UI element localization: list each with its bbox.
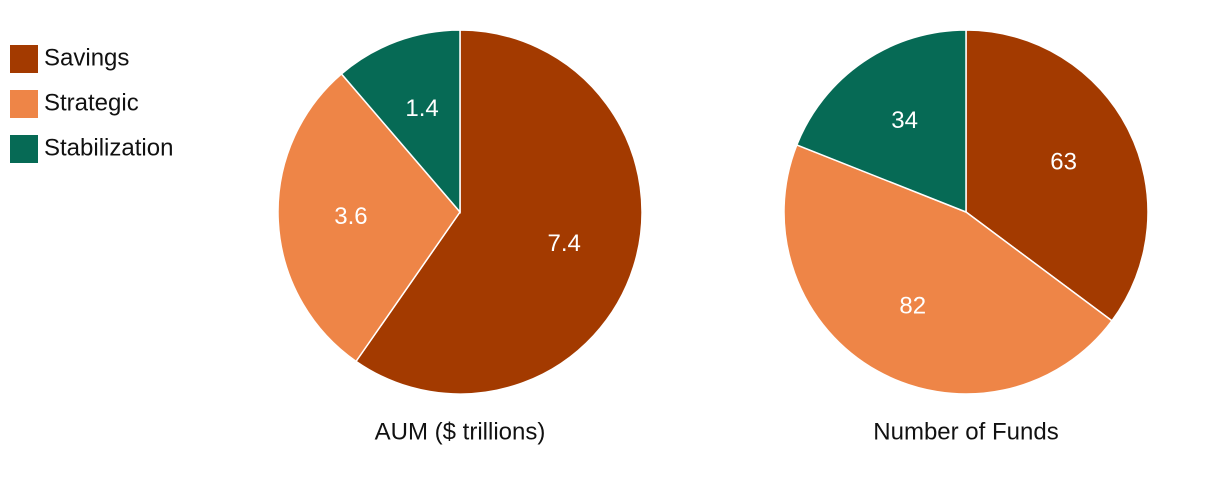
chart-title: Number of Funds: [873, 418, 1058, 445]
data-label: 82: [899, 293, 926, 320]
legend-label: Savings: [44, 44, 129, 71]
data-label: 3.6: [334, 203, 367, 230]
data-label: 1.4: [405, 95, 438, 122]
legend-label: Stabilization: [44, 134, 173, 161]
pie-slice: [354, 29, 643, 395]
legend-swatch: [10, 135, 38, 163]
data-label: 34: [891, 107, 918, 134]
pie-slice: [277, 72, 461, 363]
pie-slice: [340, 29, 461, 215]
pie-slice: [783, 143, 1113, 395]
legend-swatch: [10, 45, 38, 73]
chart-title: AUM ($ trillions): [375, 418, 546, 445]
legend-label: Strategic: [44, 89, 139, 116]
pie-slice: [965, 29, 1149, 322]
data-label: 63: [1050, 148, 1077, 175]
legend-swatch: [10, 90, 38, 118]
pie-slice: [795, 29, 967, 214]
data-label: 7.4: [548, 230, 581, 257]
